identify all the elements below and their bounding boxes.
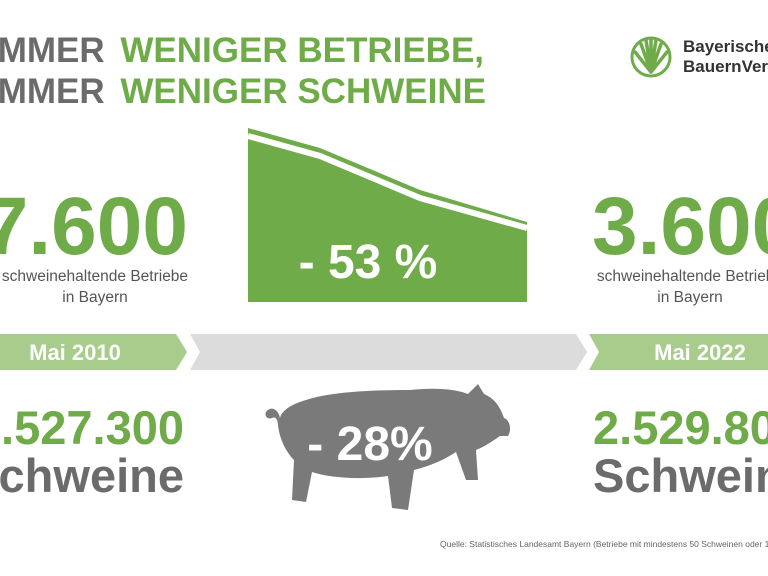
timeline-arrow <box>190 334 587 370</box>
timeline-start: Mai 2010 <box>29 340 121 365</box>
title-green: WENIGER SCHWEINE <box>120 72 486 111</box>
logo-text: Bayerischer <box>683 37 768 56</box>
pigs-after-value: 2.529.800 <box>593 401 768 454</box>
farms-before-label: in Bayern <box>62 289 127 306</box>
timeline-end: Mai 2022 <box>654 340 746 365</box>
pigs-after-label: Schweine <box>593 449 768 502</box>
decline-graphic <box>247 128 528 302</box>
logo-icon <box>630 36 672 78</box>
pigs-before-label: Schweine <box>0 449 184 502</box>
farms-after-value: 3.600 <box>592 181 768 272</box>
title-line: IMMER WENIGER SCHWEINE <box>0 72 486 111</box>
source: Quelle: Statistisches Landesamt Bayern (… <box>440 539 768 549</box>
title-gray: IMMER <box>0 72 105 111</box>
title-line: IMMER WENIGER BETRIEBE, <box>0 31 484 70</box>
pigs-before-value: 2.527.300 <box>0 401 184 454</box>
timeline-start-tag <box>0 334 187 370</box>
farms-change: - 53 % <box>299 236 438 289</box>
pigs-change: - 28% <box>307 418 432 471</box>
farms-before-value: 7.600 <box>0 181 188 272</box>
pig-icon <box>265 384 511 510</box>
farms-after-label: schweinehaltende Betriebe <box>597 268 768 285</box>
timeline-end-tag <box>589 334 768 370</box>
farms-after-label: in Bayern <box>657 289 722 306</box>
farms-before-label: schweinehaltende Betriebe <box>2 268 188 285</box>
title-gray: IMMER <box>0 31 105 70</box>
title-green: WENIGER BETRIEBE, <box>120 31 484 70</box>
logo-text: BauernVerband <box>683 57 768 76</box>
